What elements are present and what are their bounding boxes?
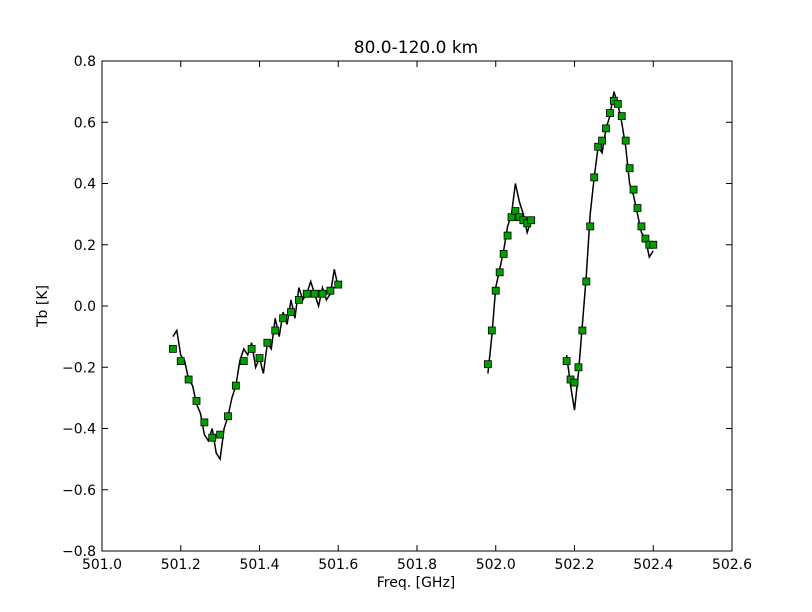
fit-marker	[318, 289, 327, 298]
y-tick-label: −0.2	[62, 360, 96, 376]
x-tick-label: 502.2	[554, 557, 594, 573]
fit-marker	[216, 430, 225, 439]
fit-marker	[279, 314, 288, 323]
measurement-line	[565, 91, 654, 411]
fit-marker	[503, 231, 512, 240]
fit-marker	[208, 433, 217, 442]
fit-marker	[602, 124, 610, 133]
fit-marker	[302, 289, 311, 298]
y-tick-label: −0.6	[62, 483, 96, 499]
fit-marker	[507, 213, 516, 222]
fit-marker	[192, 397, 201, 405]
fit-marker	[200, 418, 209, 427]
fit-marker	[263, 338, 272, 347]
fit-marker	[224, 412, 232, 421]
fit-marker	[511, 207, 520, 215]
fit-marker	[294, 295, 303, 304]
fit-marker	[310, 289, 319, 298]
fit-marker	[633, 204, 642, 212]
fit-marker	[641, 234, 650, 243]
y-tick-label: 0.6	[74, 115, 96, 131]
fit-marker	[598, 136, 606, 145]
fit-marker	[594, 142, 603, 151]
fit-marker	[255, 354, 264, 362]
fit-marker	[637, 222, 646, 231]
x-tick-label: 502.0	[476, 557, 516, 573]
fit-marker	[326, 286, 335, 295]
fit-marker	[168, 344, 177, 353]
fit-marker	[649, 240, 658, 249]
fit-marker	[287, 308, 295, 317]
fit-marker	[629, 185, 638, 194]
y-tick-label: 0.8	[74, 54, 96, 70]
measurement-line	[172, 269, 340, 462]
y-axis-label: Tb [K]	[35, 285, 51, 328]
y-tick-label: −0.4	[62, 422, 96, 438]
measurement-line	[487, 183, 532, 374]
x-tick-label: 501.8	[397, 557, 437, 573]
fit-marker	[625, 164, 634, 173]
fit-marker	[271, 326, 280, 335]
plot-frame	[101, 60, 733, 552]
fit-marker	[491, 286, 500, 295]
fit-marker	[574, 363, 583, 372]
x-tick-label: 502.4	[633, 557, 673, 573]
y-tick-label: 0.0	[74, 299, 96, 315]
fit-marker	[570, 378, 579, 387]
x-tick-label: 501.4	[239, 557, 279, 573]
fit-marker	[239, 357, 248, 366]
fit-marker	[613, 99, 622, 108]
x-tick-label: 501.6	[318, 557, 358, 573]
y-tick-label: 0.2	[74, 238, 96, 254]
x-tick-label: 502.6	[712, 557, 752, 573]
fit-marker	[586, 222, 595, 231]
x-axis: 501.0 501.2 501.4 501.6 501.8 502.0 502.2 502.4…	[82, 61, 752, 573]
fit-marker	[562, 357, 571, 366]
x-tick-label: 501.0	[82, 557, 122, 573]
plot-area	[168, 91, 658, 462]
fit-marker	[247, 344, 256, 353]
fit-marker	[231, 381, 240, 390]
fit-marker	[590, 173, 599, 182]
chart-title: 80.0-120.0 km	[354, 38, 478, 58]
fit-marker	[527, 216, 536, 225]
fit-marker	[176, 357, 185, 366]
fit-marker	[606, 109, 614, 117]
fit-marker	[495, 268, 504, 277]
fit-marker	[621, 136, 630, 145]
fit-marker	[582, 277, 591, 286]
fit-marker	[499, 250, 508, 258]
fit-marker	[578, 326, 587, 335]
fit-marker	[487, 326, 496, 335]
y-tick-label: 0.4	[74, 177, 96, 193]
fit-marker	[334, 280, 343, 289]
y-axis: −0.8 −0.6 −0.4 −0.2 0.0 0.2 0.4 0.6 0.8	[62, 54, 732, 560]
x-axis-label: Freq. [GHz]	[377, 575, 456, 591]
y-tick-label: −0.8	[62, 544, 96, 560]
fit-marker	[483, 360, 492, 369]
fit-marker	[617, 112, 626, 121]
fit-marker	[184, 375, 193, 384]
x-tick-label: 501.2	[161, 557, 201, 573]
